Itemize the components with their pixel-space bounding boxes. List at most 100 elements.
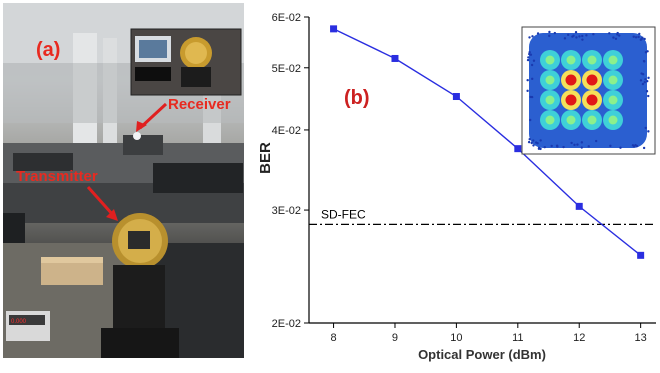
constellation-noise-dot xyxy=(647,94,650,98)
constellation-noise-dot xyxy=(526,89,529,93)
constellation-noise-dot xyxy=(570,141,573,145)
constellation-noise-dot xyxy=(647,130,650,133)
ber-data-point xyxy=(637,251,645,259)
constellation-noise-dot xyxy=(532,139,535,142)
constellation-noise-dot xyxy=(640,72,643,75)
x-tick-label: 12 xyxy=(573,332,585,344)
constellation-core xyxy=(566,115,576,125)
constellation-noise-dot xyxy=(532,59,536,62)
constellation-core xyxy=(545,55,555,65)
x-tick-label: 11 xyxy=(512,332,523,344)
constellation-noise-dot xyxy=(644,126,647,130)
constellation-core xyxy=(545,115,555,125)
transmitter-label: Transmitter xyxy=(16,168,98,185)
constellation-noise-dot xyxy=(644,78,647,81)
constellation-noise-dot xyxy=(634,36,638,39)
x-tick-label: 10 xyxy=(450,332,462,344)
constellation-noise-dot xyxy=(614,37,618,41)
constellation-noise-dot xyxy=(632,35,635,38)
constellation-noise-dot xyxy=(581,34,584,38)
ber-data-point xyxy=(391,54,399,62)
constellation-noise-dot xyxy=(537,147,541,150)
setup-photo-drawing: 0.000 xyxy=(3,3,244,358)
y-tick-label: 4E-02 xyxy=(272,125,301,137)
ber-chart-panel: 2E-02 3E-02 4E-02 5E-02 6E-02 8 9 10 11 12 13 SD-… xyxy=(250,0,660,368)
constellation-noise-dot xyxy=(526,58,530,62)
constellation-noise-dot xyxy=(532,144,535,147)
constellation-noise-dot xyxy=(548,34,551,38)
constellation-noise-dot xyxy=(580,146,583,149)
constellation-noise-dot xyxy=(643,37,646,41)
constellation-noise-dot xyxy=(578,35,581,38)
x-tick-label: 13 xyxy=(635,332,647,344)
constellation-noise-dot xyxy=(531,35,534,38)
constellation-noise-dot xyxy=(594,139,598,143)
constellation-core xyxy=(608,95,618,105)
receiver-device xyxy=(123,135,163,155)
receiver-arrow xyxy=(136,102,168,132)
constellation-noise-dot xyxy=(550,144,553,148)
constellation-core xyxy=(587,55,597,65)
constellation-noise-dot xyxy=(526,78,529,82)
constellation-noise-dot xyxy=(539,139,542,142)
constellation-noise-dot xyxy=(573,143,576,147)
constellation-noise-dot xyxy=(643,60,646,63)
constellation-inset xyxy=(521,26,656,155)
constellation-noise-dot xyxy=(619,146,622,149)
constellation-noise-dot xyxy=(536,142,539,145)
constellation-core xyxy=(608,75,618,85)
photo-panel-label: (a) xyxy=(36,39,61,61)
constellation-noise-dot xyxy=(527,140,531,144)
x-axis-title: Optical Power (dBm) xyxy=(418,347,546,362)
constellation-core xyxy=(608,55,618,65)
constellation-noise-dot xyxy=(642,146,646,150)
constellation-noise-dot xyxy=(528,52,531,56)
constellation-noise-dot xyxy=(608,32,611,35)
y-tick-label: 2E-02 xyxy=(272,318,301,330)
constellation-noise-dot xyxy=(529,118,532,122)
constellation-background xyxy=(529,33,647,148)
constellation-noise-dot xyxy=(527,56,530,59)
constellation-core xyxy=(566,55,576,65)
constellation-noise-dot xyxy=(647,76,650,80)
receiver-light xyxy=(133,132,141,140)
constellation-noise-dot xyxy=(575,36,578,39)
constellation-noise-dot xyxy=(634,143,637,147)
constellation-noise-dot xyxy=(639,79,643,82)
receiver-label: Receiver xyxy=(168,96,231,113)
constellation-noise-dot xyxy=(572,34,575,37)
constellation-noise-dot xyxy=(531,77,534,81)
ber-series-line xyxy=(333,28,642,256)
constellation-noise-dot xyxy=(563,37,567,40)
constellation-noise-dot xyxy=(543,145,546,149)
constellation-noise-dot xyxy=(640,37,643,41)
constellation-noise-dot xyxy=(528,36,531,39)
constellation-noise-dot xyxy=(644,51,648,54)
constellation-noise-dot xyxy=(529,95,532,99)
constellation-noise-dot xyxy=(646,79,649,83)
constellation-noise-dot xyxy=(581,38,584,41)
sd-fec-threshold-label: SD-FEC xyxy=(321,207,366,221)
constellation-noise-dot xyxy=(562,145,565,149)
constellation-noise-dot xyxy=(580,141,584,144)
constellation-noise-dot xyxy=(618,34,621,37)
y-axis-title: BER xyxy=(257,142,274,174)
ber-data-point xyxy=(452,93,460,101)
y-tick-label: 5E-02 xyxy=(272,63,301,75)
constellation-noise-dot xyxy=(645,90,649,93)
ber-data-point xyxy=(330,25,338,33)
constellation-core xyxy=(545,95,555,105)
y-tick-label: 3E-02 xyxy=(272,205,301,217)
constellation-noise-dot xyxy=(587,145,590,148)
y-tick-label: 6E-02 xyxy=(272,12,301,24)
constellation-noise-dot xyxy=(641,82,645,86)
constellation-noise-dot xyxy=(530,141,533,145)
x-tick-label: 8 xyxy=(331,332,337,344)
constellation-noise-dot xyxy=(553,31,557,35)
setup-photo: 0.000 (a) Receiver Transmitter xyxy=(3,3,244,358)
constellation-noise-dot xyxy=(528,137,531,141)
ber-data-point xyxy=(575,202,583,210)
constellation-noise-dot xyxy=(616,33,619,36)
constellation-noise-dot xyxy=(592,33,595,36)
constellation-noise-dot xyxy=(574,31,578,34)
